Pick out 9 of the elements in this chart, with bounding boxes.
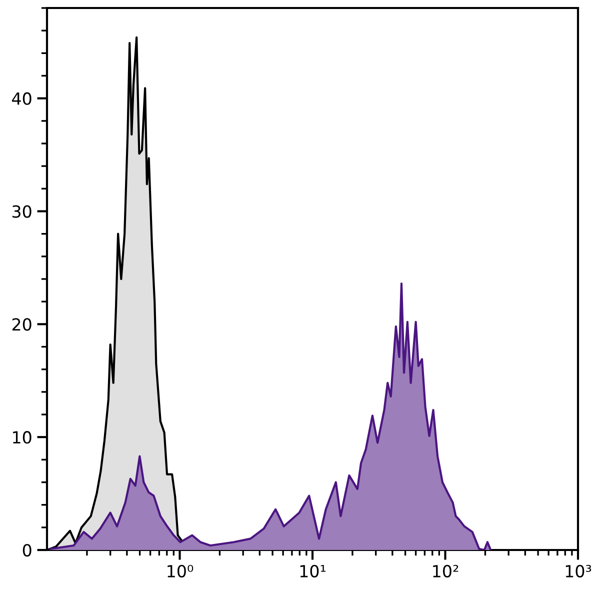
x-tick-label: 10¹	[300, 564, 326, 578]
y-tick-label: 20	[12, 318, 32, 331]
y-tick-label: 40	[12, 92, 32, 105]
y-tick-label: 10	[13, 431, 32, 444]
x-tick-label: 10²	[433, 564, 458, 578]
x-tick-label: 10³	[566, 564, 592, 578]
y-tick-label: 0	[22, 544, 32, 557]
x-tick-label: 10⁰	[168, 564, 194, 578]
y-tick-label: 30	[12, 205, 32, 218]
